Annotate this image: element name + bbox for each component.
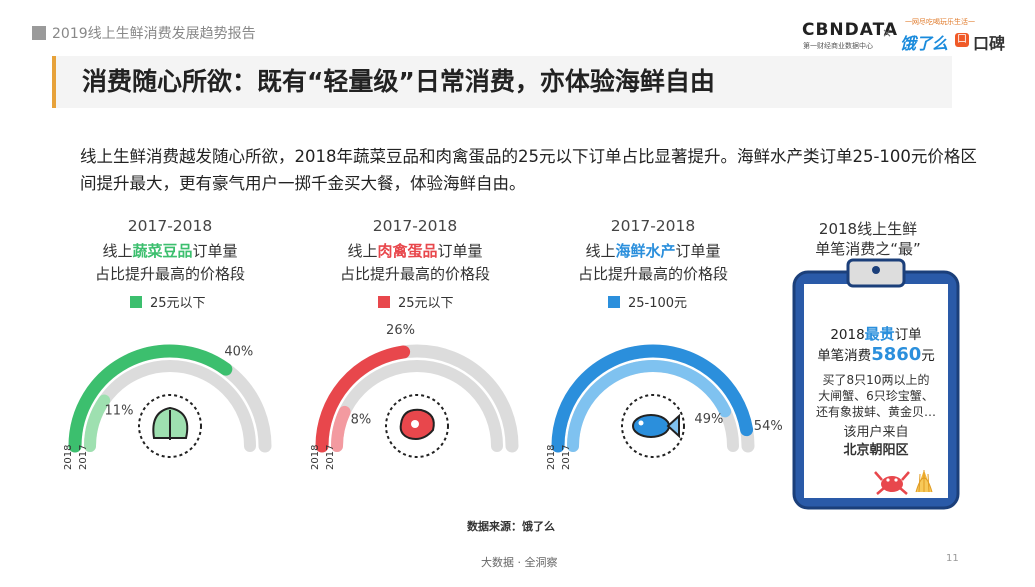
legend-item: 25-100元 <box>608 292 687 311</box>
record-amount: 5860 <box>871 344 922 365</box>
clipboard-title-line2: 单笔消费之“最” <box>815 240 921 258</box>
fish-tail <box>666 413 680 439</box>
detail-line3: 还有象拔蚌、黄金贝… <box>816 405 937 419</box>
panel-caption: 占比提升最高的价格段 <box>577 265 728 283</box>
legend-label: 25元以下 <box>398 296 454 311</box>
panel-period: 2017-2018 <box>127 217 213 235</box>
header-marker <box>32 26 46 40</box>
category-label: 肉禽蛋品 <box>377 242 438 260</box>
footer-slogan: 大数据 · 全洞察 <box>481 556 558 569</box>
record-year: 2018 <box>830 327 865 343</box>
clipboard-title-line1: 2018线上生鲜 <box>818 220 918 238</box>
clipboard-graphic <box>792 258 960 510</box>
value-label: 40% <box>224 344 253 359</box>
legend-item: 25元以下 <box>378 292 454 311</box>
headline: 消费随心所欲：既有“轻量级”日常消费，亦体验海鲜自由 <box>52 56 952 108</box>
legend-label: 25元以下 <box>150 296 206 311</box>
gauge-arc-2018 <box>315 345 411 453</box>
value-label: 8% <box>351 413 372 428</box>
subtitle-prefix: 线上 <box>102 242 133 260</box>
clipboard-detail: 买了8只10两以上的 大闸蟹、6只珍宝蟹、 还有象拔蚌、黄金贝… <box>816 372 936 420</box>
subtitle-suffix: 订单量 <box>192 242 238 260</box>
fish-body <box>632 414 670 438</box>
year-label: 2017 <box>325 445 336 470</box>
legend-item: 25元以下 <box>130 292 206 311</box>
panel-caption: 占比提升最高的价格段 <box>94 265 245 283</box>
record-line2: 单笔消费5860元 <box>816 345 936 366</box>
steak-bone <box>411 420 419 428</box>
year-label: 2018 <box>546 445 557 470</box>
clipboard-record: 2018最贵订单 单笔消费5860元 <box>816 325 936 366</box>
legend-swatch <box>130 296 142 308</box>
eleme-logo: 饿了么 <box>900 34 949 53</box>
intro-paragraph: 线上生鲜消费越发随心所欲，2018年蔬菜豆品和肉禽蛋品的25元以下订单占比显著提… <box>80 147 977 193</box>
gauge-arc-2017 <box>331 405 351 452</box>
cbndata-logo: CBNDATA <box>802 20 899 40</box>
brand-slogan: 一网尽吃喝玩乐生活一 <box>905 18 975 26</box>
detail-line2: 大闸蟹、6只珍宝蟹、 <box>818 389 934 403</box>
category-label: 海鲜水产 <box>615 242 676 260</box>
value-label: 49% <box>694 412 723 427</box>
gauge-arc-2017 <box>84 394 111 452</box>
legend-swatch <box>608 296 620 308</box>
koubei-logo-mark: 口 <box>955 33 969 47</box>
record-unit: 元 <box>921 348 935 364</box>
legend-label: 25-100元 <box>628 296 688 311</box>
panel-subtitle: 线上蔬菜豆品订单量 <box>60 240 280 261</box>
value-label: 54% <box>754 419 783 434</box>
legend-swatch <box>378 296 390 308</box>
year-label: 2018 <box>310 445 321 470</box>
clipboard-location: 该用户来自 北京朝阳区 <box>816 424 936 460</box>
page-number: 11 <box>946 553 959 564</box>
year-label: 2017 <box>78 445 89 470</box>
year-label: 2018 <box>63 445 74 470</box>
panel-caption: 占比提升最高的价格段 <box>339 265 490 283</box>
subtitle-prefix: 线上 <box>347 242 378 260</box>
subtitle-suffix: 订单量 <box>437 242 483 260</box>
fish-eye <box>638 420 644 426</box>
clipboard-title: 2018线上生鲜 单笔消费之“最” <box>803 219 933 259</box>
cbndata-subtitle: 第一财经商业数据中心 <box>803 42 873 50</box>
detail-line1: 买了8只10两以上的 <box>822 373 930 387</box>
subtitle-suffix: 订单量 <box>675 242 721 260</box>
report-title: 2019线上生鲜消费发展趋势报告 <box>52 26 256 42</box>
gauge-arc-2017 <box>567 360 732 452</box>
location-line1: 该用户来自 <box>843 425 909 440</box>
subtitle-prefix: 线上 <box>585 242 616 260</box>
value-label: 26% <box>386 323 415 338</box>
category-label: 蔬菜豆品 <box>132 242 193 260</box>
value-label: 11% <box>105 404 134 419</box>
record-order: 订单 <box>894 327 922 343</box>
panel-subtitle: 线上海鲜水产订单量 <box>543 240 763 261</box>
koubei-logo: 口碑 <box>973 34 1006 53</box>
gauge-arc-2018 <box>68 344 233 453</box>
year-label: 2017 <box>561 445 572 470</box>
data-source: 数据来源：饿了么 <box>467 520 555 533</box>
panel-period: 2017-2018 <box>372 217 458 235</box>
record-highlight: 最贵 <box>864 325 895 343</box>
gauge-arc-2018 <box>551 344 754 453</box>
brand-separator: × <box>882 26 893 40</box>
record-line1: 2018最贵订单 <box>816 325 936 345</box>
panel-period: 2017-2018 <box>610 217 696 235</box>
record-prefix: 单笔消费 <box>817 348 872 364</box>
crab-shell-icon <box>874 470 933 495</box>
location-line2: 北京朝阳区 <box>843 443 909 458</box>
panel-subtitle: 线上肉禽蛋品订单量 <box>305 240 525 261</box>
